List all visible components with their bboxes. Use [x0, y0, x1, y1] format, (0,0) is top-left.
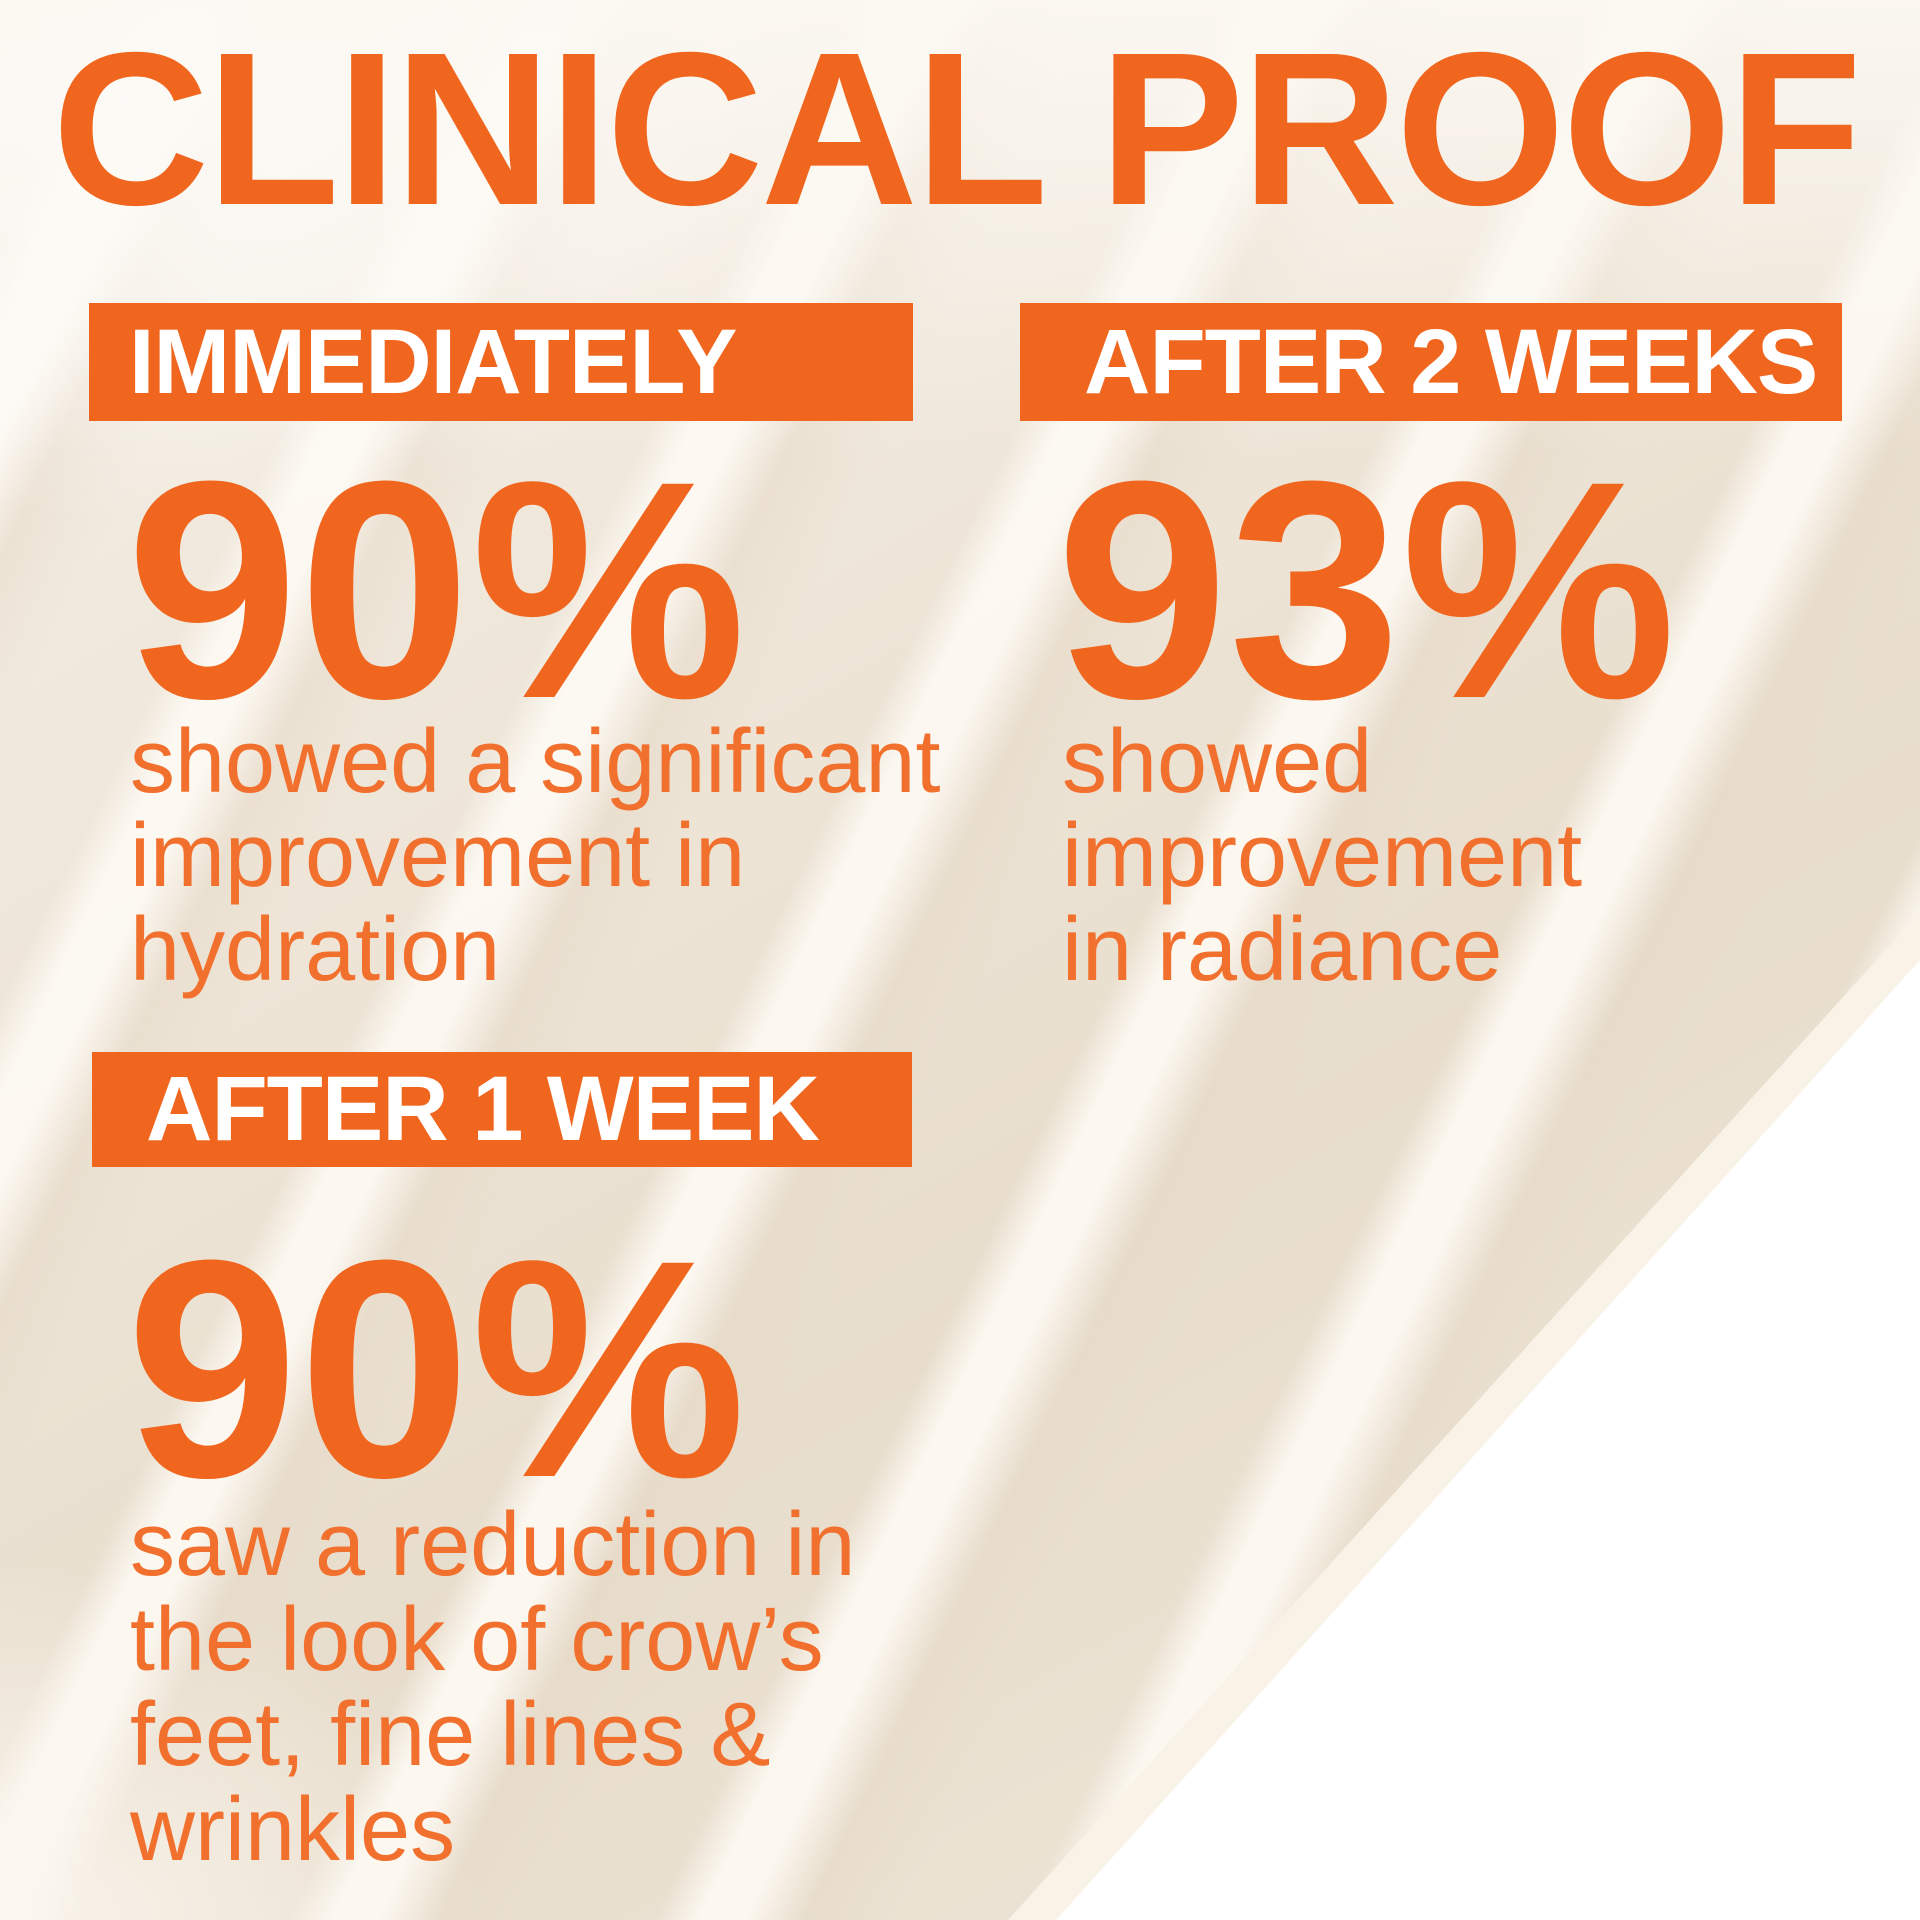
stat-value-after-1-week: 90% [126, 1195, 747, 1542]
stat-description-line: in radiance [1062, 900, 1503, 1000]
page-title: CLINICAL PROOF [52, 8, 1862, 251]
stat-description-immediately: showed a significant improvement in hydr… [130, 715, 940, 997]
stat-description-line: improvement [1062, 806, 1583, 906]
stat-description-after-1-week: saw a reduction in the look of crow’s fe… [130, 1498, 855, 1878]
stat-description-after-2-weeks: showed improvement in radiance [1062, 715, 1582, 997]
stat-value-immediately: 90% [126, 416, 747, 763]
stat-banner-after-1-week-label: AFTER 1 WEEK [146, 1058, 820, 1160]
stat-description-line: the look of crow’s [130, 1590, 824, 1690]
stat-banner-after-2-weeks-label: AFTER 2 WEEKS [1084, 310, 1818, 413]
stat-banner-immediately-label: IMMEDIATELY [129, 310, 737, 413]
stat-banner-after-2-weeks: AFTER 2 WEEKS [1020, 303, 1842, 421]
stat-description-line: saw a reduction in [130, 1495, 856, 1595]
stat-description-line: improvement in [130, 806, 746, 906]
stat-description-line: showed [1062, 712, 1373, 812]
stat-value-after-2-weeks: 93% [1056, 416, 1677, 763]
stat-description-line: wrinkles [130, 1780, 456, 1880]
stat-description-line: hydration [130, 900, 501, 1000]
stat-description-line: feet, fine lines & [130, 1685, 771, 1785]
stat-banner-immediately: IMMEDIATELY [89, 303, 913, 421]
stat-description-line: showed a significant [130, 712, 941, 812]
stat-banner-after-1-week: AFTER 1 WEEK [92, 1052, 912, 1167]
